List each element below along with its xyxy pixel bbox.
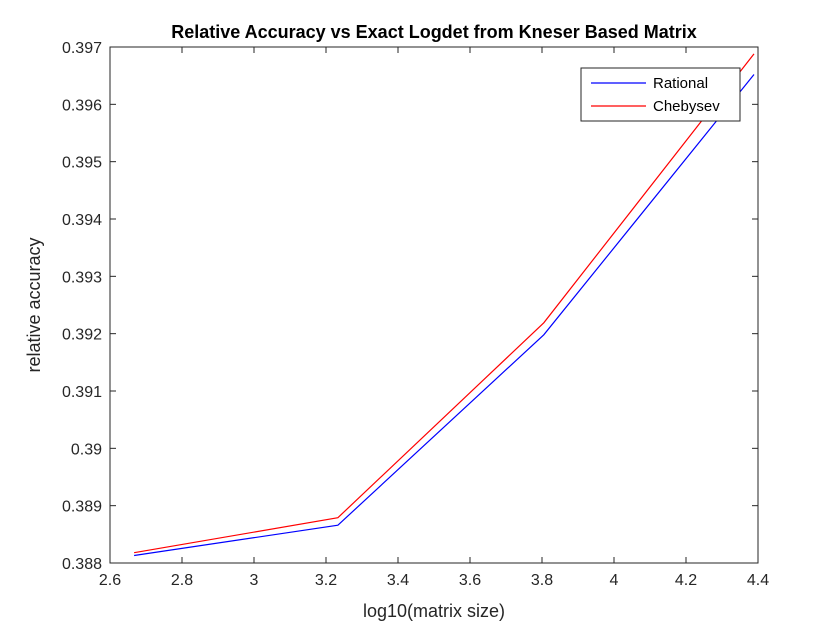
- chart-title: Relative Accuracy vs Exact Logdet from K…: [171, 22, 697, 42]
- series-lines: [133, 53, 755, 557]
- x-tick-label: 3.8: [531, 572, 553, 589]
- y-tick-label: 0.391: [62, 384, 102, 401]
- y-tick-label: 0.394: [62, 212, 102, 229]
- legend-label: Chebysev: [653, 98, 720, 115]
- x-axis: 2.6 2.8 3 3.2 3.4 3.6 3.8 4 4.2 4.4: [99, 47, 769, 589]
- legend-box: [580, 67, 741, 122]
- y-axis: 0.388 0.389 0.39 0.391 0.392 0.393 0.394 0.395 0…: [62, 40, 758, 573]
- y-tick-label: 0.39: [71, 441, 102, 458]
- y-tick-label: 0.397: [62, 40, 102, 57]
- x-tick-label: 4: [610, 572, 619, 589]
- y-tick-label: 0.396: [62, 97, 102, 114]
- x-tick-label: 3: [250, 572, 259, 589]
- plot-area: [109, 46, 759, 564]
- series-line-rational: [134, 74, 755, 557]
- x-tick-label: 2.6: [99, 572, 121, 589]
- y-tick-label: 0.392: [62, 327, 102, 344]
- y-tick-label: 0.388: [62, 556, 102, 573]
- legend-label: Rational: [653, 75, 708, 92]
- x-tick-label: 3.6: [459, 572, 481, 589]
- x-tick-label: 4.2: [675, 572, 697, 589]
- x-tick-label: 2.8: [171, 572, 193, 589]
- x-tick-label: 4.4: [747, 572, 769, 589]
- y-axis-title: relative accuracy: [24, 237, 44, 372]
- series-line-chebysev: [133, 53, 755, 554]
- x-axis-title: log10(matrix size): [363, 601, 505, 621]
- y-tick-label: 0.389: [62, 499, 102, 516]
- x-tick-label: 3.4: [387, 572, 409, 589]
- y-tick-label: 0.395: [62, 155, 102, 172]
- x-tick-label: 3.2: [315, 572, 337, 589]
- y-tick-label: 0.393: [62, 269, 102, 286]
- legend[interactable]: Rational Chebysev: [580, 67, 741, 122]
